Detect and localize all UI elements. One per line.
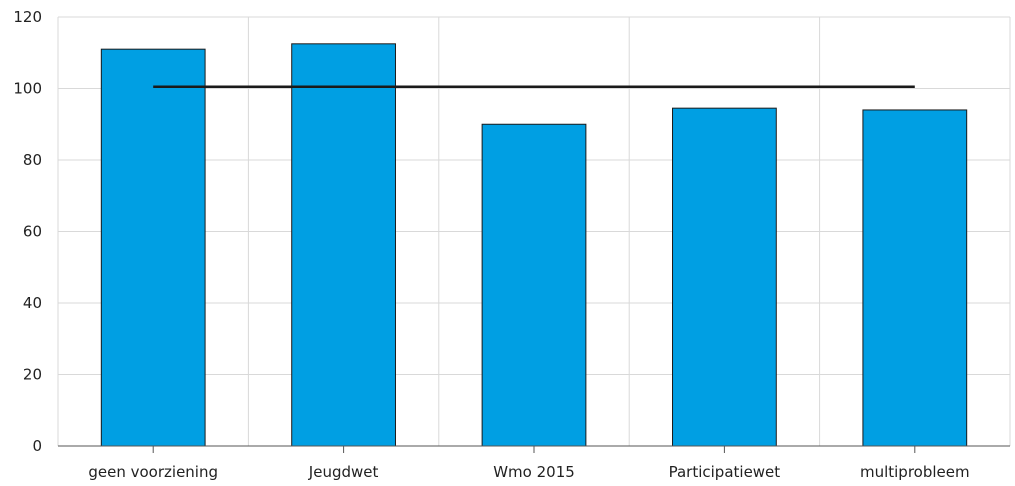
y-tick-label: 40 (23, 294, 42, 312)
bar-geen-voorziening (100, 48, 206, 447)
x-axis-ticks: geen voorziening Jeugdwet Wmo 2015 Particip… (88, 446, 970, 481)
bar-multiprobleem (862, 109, 968, 447)
bar-jeugdwet (291, 43, 396, 447)
grid (57, 16, 1011, 446)
y-tick-label: 100 (13, 80, 42, 98)
y-tick-label: 20 (23, 366, 42, 384)
bars (100, 43, 968, 447)
y-tick-label: 0 (32, 437, 42, 455)
x-tick-label: multiprobleem (860, 463, 970, 481)
bar-participatiewet (672, 107, 777, 447)
y-tick-label: 120 (13, 8, 42, 26)
x-tick-label: geen voorziening (88, 463, 218, 481)
x-tick-label: Jeugdwet (308, 463, 379, 481)
y-axis: 0 20 40 60 80 100 120 (13, 8, 42, 455)
bar-wmo-2015 (481, 123, 587, 447)
x-tick-label: Wmo 2015 (493, 463, 575, 481)
y-tick-label: 60 (23, 223, 42, 241)
x-tick-label: Participatiewet (669, 463, 781, 481)
y-tick-label: 80 (23, 151, 42, 169)
